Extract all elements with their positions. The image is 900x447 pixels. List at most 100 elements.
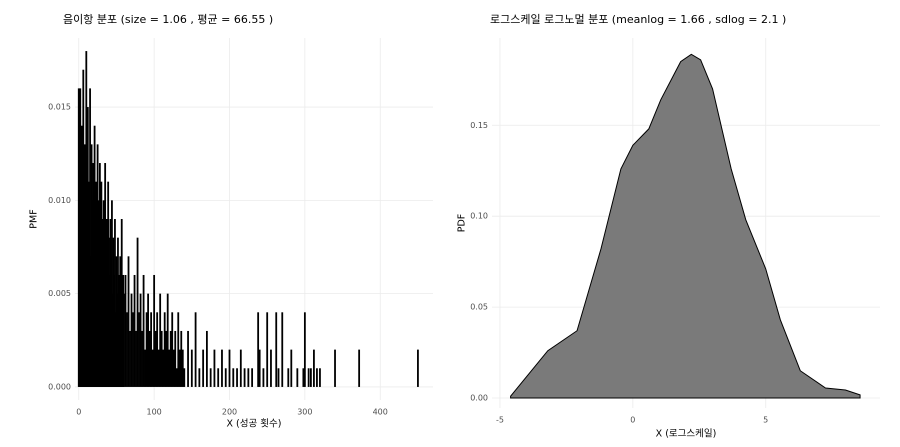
bar [239, 349, 242, 387]
bar [202, 349, 205, 387]
bar [162, 349, 165, 387]
bar [123, 293, 125, 387]
chart-title: 음이항 분포 (size = 1.06 , 평균 = 66.55 ) [63, 13, 273, 26]
bar [181, 349, 184, 387]
y-tick-label: 0.15 [470, 121, 488, 130]
x-tick-label: 400 [373, 408, 388, 417]
y-tick-label: 0.00 [470, 394, 488, 403]
bar [145, 312, 148, 387]
bar [175, 368, 178, 387]
y-tick-label: 0.000 [48, 382, 71, 391]
bar [127, 256, 130, 387]
x-axis-label: X (성공 횟수) [227, 418, 282, 430]
bar [169, 330, 172, 387]
bar [224, 368, 227, 387]
bar [258, 349, 261, 387]
bar [358, 349, 361, 387]
bar [316, 368, 318, 387]
density-area [510, 53, 861, 399]
bar [251, 368, 254, 387]
bar [213, 349, 216, 387]
bar [153, 274, 156, 387]
y-tick-label: 0.010 [48, 196, 71, 205]
bar [296, 368, 299, 387]
bar [232, 368, 235, 387]
bar [270, 349, 272, 387]
bar [287, 368, 290, 387]
bar [159, 293, 162, 387]
bar [172, 349, 175, 387]
x-tick-label: -5 [496, 416, 504, 425]
bar [417, 349, 419, 387]
bar [135, 330, 137, 387]
bar [132, 312, 134, 387]
bar [183, 368, 186, 387]
y-tick-label: 0.10 [470, 212, 488, 221]
bar [166, 293, 169, 387]
bar [302, 368, 305, 387]
bar [114, 219, 116, 387]
x-tick-label: 0 [630, 416, 635, 425]
bar [142, 274, 145, 387]
bar [141, 330, 143, 387]
x-tick-label: 200 [222, 408, 237, 417]
bar [313, 349, 315, 387]
bar [205, 330, 208, 387]
bar [174, 330, 177, 387]
y-tick-label: 0.05 [470, 303, 488, 312]
bar [221, 349, 223, 387]
bar [150, 312, 153, 387]
bar [156, 312, 159, 387]
bar [303, 312, 306, 387]
bar [126, 312, 128, 387]
y-axis-label: PDF [457, 214, 468, 233]
x-tick-label: 5 [763, 416, 768, 425]
bar [310, 368, 312, 387]
bar [136, 237, 139, 387]
bar [178, 349, 181, 387]
bar [266, 312, 269, 387]
bar [151, 349, 154, 387]
bar [138, 312, 140, 387]
y-tick-label: 0.015 [48, 103, 71, 112]
bar [217, 368, 220, 387]
bar [130, 293, 133, 387]
bar [120, 219, 123, 387]
y-tick-label: 0.005 [48, 289, 71, 298]
bar [168, 349, 171, 387]
bar [160, 330, 163, 387]
bar [124, 274, 127, 387]
bar [147, 293, 150, 387]
bar [277, 368, 280, 387]
bar [319, 368, 321, 387]
bar [247, 368, 250, 387]
bar [281, 312, 284, 387]
y-axis-label: PMF [29, 209, 40, 228]
bar [198, 368, 201, 387]
bar [209, 368, 212, 387]
chart-title: 로그스케일 로그노멀 분포 (meanlog = 1.66 , sdlog = … [490, 12, 786, 26]
bar [139, 293, 142, 387]
bar [154, 330, 157, 387]
x-axis-label: X (로그스케일) [656, 429, 717, 440]
bar [157, 349, 160, 387]
bar [133, 274, 136, 387]
bar [257, 312, 260, 387]
bar [187, 330, 189, 387]
bar [236, 368, 238, 387]
bar [89, 88, 91, 387]
bar [165, 330, 168, 387]
bar [180, 330, 183, 387]
bar [262, 368, 265, 387]
bar [148, 330, 151, 387]
x-tick-label: 100 [146, 408, 161, 417]
bar [177, 312, 180, 387]
bar [228, 349, 231, 387]
bar [171, 312, 174, 387]
bar [243, 368, 246, 387]
bar [129, 330, 131, 387]
bar [334, 349, 336, 387]
bar [190, 349, 193, 387]
bar [290, 349, 293, 387]
